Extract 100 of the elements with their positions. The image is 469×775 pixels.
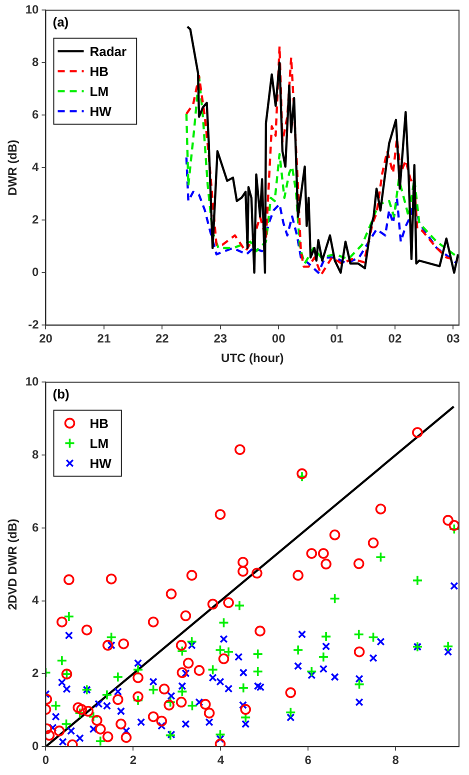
point bbox=[167, 730, 176, 739]
y-tick-label: 10 bbox=[25, 2, 40, 17]
y-tick-label: 6 bbox=[32, 108, 40, 122]
point bbox=[132, 664, 144, 676]
point bbox=[67, 726, 76, 736]
x-tick-label: 20 bbox=[39, 332, 53, 346]
point bbox=[182, 720, 190, 728]
point bbox=[239, 668, 248, 677]
point bbox=[112, 672, 124, 682]
point bbox=[148, 684, 159, 696]
point bbox=[234, 600, 245, 611]
point bbox=[176, 646, 188, 657]
x-tick-label: 03 bbox=[446, 332, 460, 346]
point bbox=[296, 471, 308, 482]
point bbox=[242, 720, 250, 728]
point bbox=[292, 644, 304, 656]
point bbox=[318, 652, 329, 662]
point bbox=[308, 671, 316, 680]
y-tick-label: 10 bbox=[25, 374, 40, 389]
legend-label: HW bbox=[90, 104, 112, 119]
x-tick-label: 00 bbox=[272, 332, 286, 346]
point bbox=[376, 638, 385, 646]
point bbox=[134, 659, 142, 668]
point bbox=[132, 694, 144, 706]
point bbox=[102, 689, 112, 700]
point bbox=[122, 726, 130, 736]
x-tick-label: 2 bbox=[130, 753, 137, 768]
point bbox=[64, 611, 74, 622]
y-tick-label: 2 bbox=[32, 666, 40, 680]
y-tick-label: 6 bbox=[32, 520, 40, 534]
x-tick-label: 02 bbox=[388, 332, 402, 346]
x-tick-label: 01 bbox=[330, 332, 344, 346]
point bbox=[218, 617, 230, 628]
point bbox=[167, 692, 176, 700]
point bbox=[102, 702, 112, 710]
x-tick-label: 22 bbox=[155, 332, 170, 346]
point bbox=[195, 698, 204, 706]
point bbox=[186, 700, 198, 712]
point bbox=[158, 722, 166, 730]
point bbox=[256, 683, 265, 692]
point bbox=[368, 632, 379, 643]
y-tick-label: 4 bbox=[32, 160, 40, 174]
point bbox=[116, 707, 126, 716]
point bbox=[106, 632, 117, 643]
point bbox=[320, 631, 332, 642]
point bbox=[375, 552, 386, 563]
y-tick-label: 8 bbox=[32, 55, 40, 70]
point bbox=[330, 672, 339, 682]
point bbox=[114, 687, 122, 696]
point bbox=[294, 662, 302, 670]
point bbox=[164, 730, 176, 741]
point bbox=[214, 644, 226, 656]
point bbox=[448, 524, 459, 534]
line-series bbox=[185, 156, 458, 274]
point bbox=[298, 630, 306, 638]
y-axis-title: DWR (dB) bbox=[6, 140, 20, 196]
point bbox=[176, 686, 188, 697]
point bbox=[238, 700, 248, 710]
point bbox=[50, 700, 62, 712]
y-axis-title: 2DVD DWR (dB) bbox=[6, 518, 20, 610]
point bbox=[220, 635, 228, 644]
point bbox=[306, 666, 318, 677]
point bbox=[52, 712, 60, 721]
point bbox=[329, 593, 340, 604]
legend-label: HB bbox=[90, 64, 109, 79]
legend-label: LM bbox=[90, 436, 109, 451]
point bbox=[164, 696, 176, 708]
point bbox=[444, 648, 452, 656]
x-tick-label: 21 bbox=[97, 332, 111, 346]
y-tick-label: 2 bbox=[32, 212, 40, 227]
point bbox=[89, 725, 98, 734]
point bbox=[214, 729, 226, 740]
y-tick-label: 8 bbox=[32, 447, 40, 462]
point bbox=[354, 678, 365, 690]
x-tick-label: 8 bbox=[392, 753, 400, 768]
x-tick-label: 0 bbox=[42, 753, 50, 768]
x-tick-label: 23 bbox=[214, 332, 228, 346]
point bbox=[286, 713, 295, 722]
point bbox=[216, 678, 224, 686]
y-tick-label: 0 bbox=[32, 265, 40, 280]
point bbox=[252, 648, 264, 660]
point bbox=[224, 684, 233, 693]
point bbox=[205, 718, 214, 726]
point bbox=[149, 678, 158, 686]
point bbox=[353, 628, 364, 640]
legend-label: HW bbox=[90, 456, 112, 471]
point bbox=[60, 718, 72, 730]
point bbox=[94, 700, 103, 708]
point bbox=[178, 682, 186, 690]
point bbox=[319, 664, 328, 674]
y-tick-label: 0 bbox=[32, 738, 40, 753]
point bbox=[62, 684, 71, 694]
y-tick-label: 4 bbox=[32, 593, 40, 608]
point bbox=[64, 631, 74, 640]
point bbox=[234, 652, 243, 662]
point bbox=[223, 646, 234, 658]
y-tick-label: -2 bbox=[28, 318, 40, 332]
point bbox=[355, 698, 364, 706]
point bbox=[182, 669, 190, 678]
point bbox=[88, 711, 99, 722]
